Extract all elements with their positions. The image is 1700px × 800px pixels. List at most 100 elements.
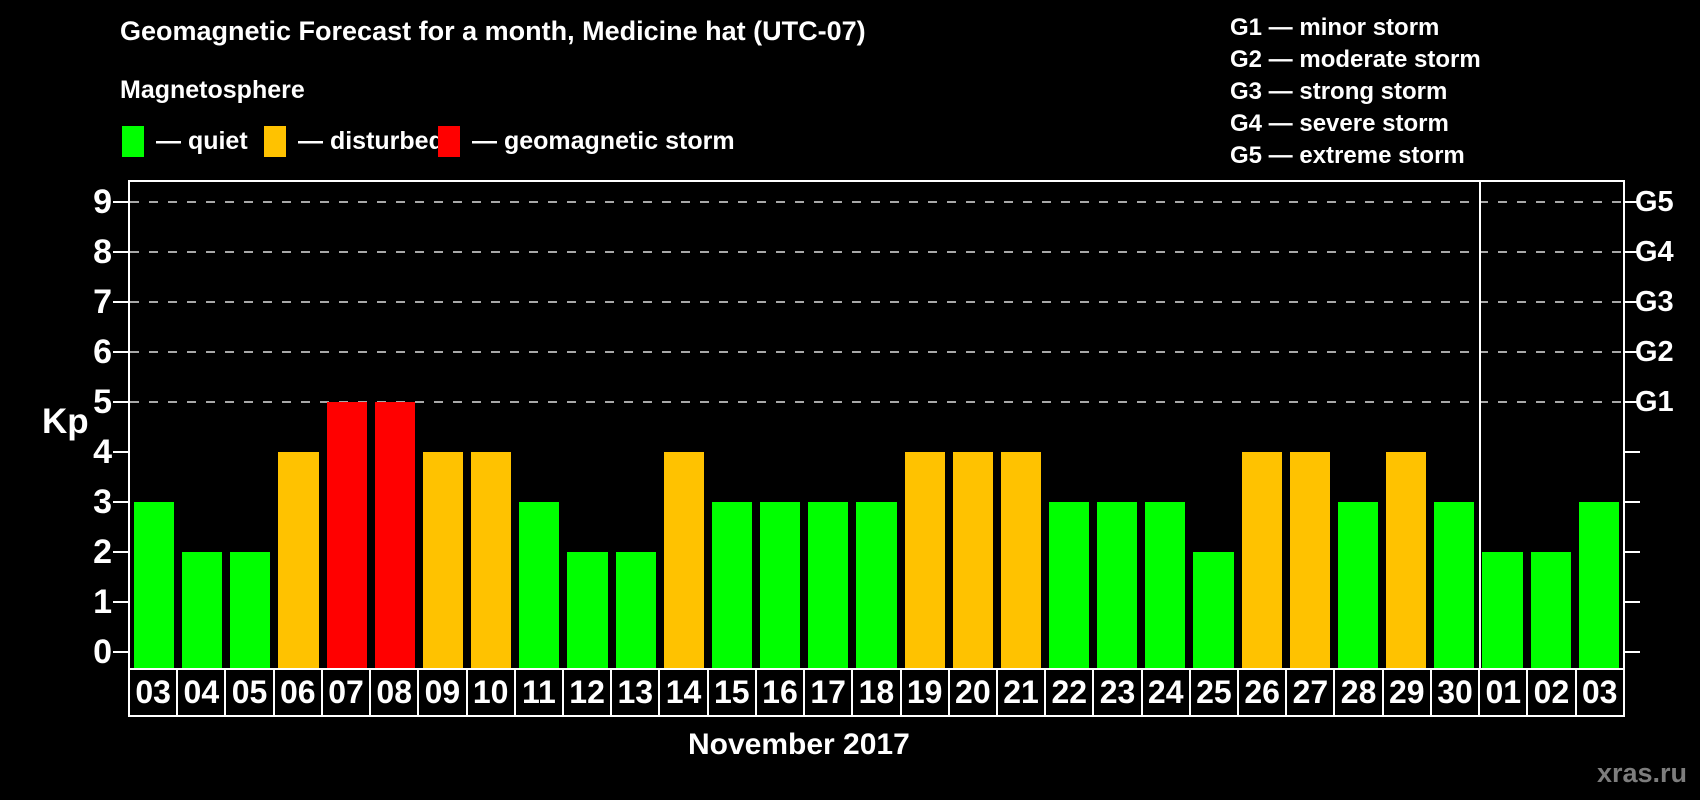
plot-area: 0 1 2 3 4 5 6 7 8 9 G1 G2 G3 G4 G5 xyxy=(93,180,1674,669)
right-tick-1 xyxy=(1625,601,1640,603)
disturbed-color-swatch xyxy=(264,126,286,157)
bar-slot-11 xyxy=(515,182,563,668)
left-tick-9 xyxy=(113,201,128,203)
left-tick-3 xyxy=(113,501,128,503)
month-separator-line xyxy=(1478,182,1481,668)
kp-bar-day-30 xyxy=(1434,502,1475,668)
day-label-29: 29 xyxy=(1381,668,1432,717)
y-tick-label-1: 1 xyxy=(93,583,112,621)
kp-bar-day-16 xyxy=(760,502,801,668)
storm-scale-legend: G1 — minor storm G2 — moderate storm G3 — … xyxy=(1230,12,1481,172)
right-tick-4 xyxy=(1625,451,1640,453)
kp-bar-day-27 xyxy=(1289,452,1330,668)
bar-slot-02 xyxy=(1527,182,1575,668)
day-label-01: 01 xyxy=(1478,668,1529,717)
bar-slot-05 xyxy=(226,182,274,668)
kp-bar-day-07 xyxy=(326,402,367,668)
g-scale-label-G5: G5 xyxy=(1635,186,1674,218)
day-label-17: 17 xyxy=(803,668,854,717)
day-label-22: 22 xyxy=(1044,668,1095,717)
day-label-13: 13 xyxy=(610,668,661,717)
day-label-16: 16 xyxy=(754,668,806,717)
chart-title: Geomagnetic Forecast for a month, Medici… xyxy=(120,16,866,46)
kp-bar-day-28 xyxy=(1337,502,1379,668)
kp-bar-day-03 xyxy=(134,502,175,668)
bar-slot-20 xyxy=(949,182,997,668)
legend-label-storm: — geomagnetic storm xyxy=(472,127,735,155)
bar-slot-13 xyxy=(612,182,660,668)
day-label-18: 18 xyxy=(851,668,902,717)
kp-bar-day-04 xyxy=(182,552,223,668)
storm-legend-line-5: G5 — extreme storm xyxy=(1230,142,1465,169)
bar-slot-07 xyxy=(323,182,371,668)
day-label-07: 07 xyxy=(320,668,372,717)
day-label-28: 28 xyxy=(1333,668,1384,717)
bar-slot-03 xyxy=(1575,182,1623,668)
left-tick-2 xyxy=(113,551,128,553)
watermark: xras.ru xyxy=(1596,758,1687,788)
storm-legend-line-4: G4 — severe storm xyxy=(1230,110,1449,137)
left-tick-4 xyxy=(113,451,128,453)
day-label-30: 30 xyxy=(1429,668,1481,717)
day-label-15: 15 xyxy=(706,668,757,717)
left-tick-5 xyxy=(113,401,128,403)
kp-bar-day-19 xyxy=(904,452,945,668)
magnetosphere-legend: — quiet — disturbed — geomagnetic storm xyxy=(120,126,920,166)
bar-slot-30 xyxy=(1430,182,1478,668)
legend-label-quiet: — quiet xyxy=(156,127,248,155)
day-label-02: 02 xyxy=(1526,668,1577,717)
kp-bar-day-01 xyxy=(1482,552,1523,668)
kp-bar-day-21 xyxy=(1000,452,1041,668)
gridline-kp-8 xyxy=(130,251,1623,253)
x-axis-labels: 03 04 05 06 07 08 09 10 11 12 13 14 15 16 17 18 19 20 21 22… xyxy=(128,668,1625,717)
day-label-21: 21 xyxy=(995,668,1047,717)
left-tick-8 xyxy=(113,251,128,253)
y-tick-label-8: 8 xyxy=(93,233,112,271)
bar-slot-23 xyxy=(1093,182,1141,668)
bar-slot-15 xyxy=(708,182,756,668)
legend-item-quiet: — quiet xyxy=(122,126,248,157)
kp-bar-day-02 xyxy=(1530,552,1571,668)
legend-item-storm: — geomagnetic storm xyxy=(438,126,735,157)
legend-label-disturbed: — disturbed xyxy=(298,127,444,155)
kp-bar-day-25 xyxy=(1193,552,1234,668)
bars-layer xyxy=(130,182,1623,668)
day-label-27: 27 xyxy=(1285,668,1336,717)
storm-legend-line-1: G1 — minor storm xyxy=(1230,14,1440,41)
bar-slot-01 xyxy=(1478,182,1526,668)
y-tick-label-7: 7 xyxy=(93,283,112,321)
day-label-19: 19 xyxy=(899,668,950,717)
bar-slot-28 xyxy=(1334,182,1382,668)
bar-slot-08 xyxy=(371,182,419,668)
left-tick-7 xyxy=(113,301,128,303)
kp-bar-day-03 xyxy=(1578,502,1619,668)
bar-slot-12 xyxy=(563,182,611,668)
y-tick-label-5: 5 xyxy=(93,383,112,421)
bar-slot-03 xyxy=(130,182,178,668)
kp-bar-day-09 xyxy=(422,452,464,668)
g-scale-label-G2: G2 xyxy=(1635,336,1674,368)
right-tick-2 xyxy=(1625,551,1640,553)
gridline-kp-6 xyxy=(130,351,1623,353)
gridline-kp-7 xyxy=(130,301,1623,303)
right-tick-5 xyxy=(1625,401,1640,403)
bar-slot-21 xyxy=(997,182,1045,668)
g-scale-label-G3: G3 xyxy=(1635,286,1674,318)
bar-slot-04 xyxy=(178,182,226,668)
storm-color-swatch xyxy=(438,126,460,157)
kp-bar-day-12 xyxy=(567,552,608,668)
bar-slot-18 xyxy=(852,182,900,668)
left-tick-0 xyxy=(113,651,128,653)
y-tick-label-9: 9 xyxy=(93,183,112,221)
kp-bar-day-24 xyxy=(1145,502,1186,668)
bar-slot-27 xyxy=(1286,182,1334,668)
kp-bar-day-08 xyxy=(374,402,415,668)
day-label-26: 26 xyxy=(1237,668,1288,717)
bar-slot-29 xyxy=(1382,182,1430,668)
day-label-08: 08 xyxy=(369,668,420,717)
day-label-11: 11 xyxy=(513,668,564,717)
right-tick-7 xyxy=(1625,301,1640,303)
magnetosphere-label: Magnetosphere xyxy=(120,76,305,104)
day-label-20: 20 xyxy=(947,668,998,717)
bar-slot-10 xyxy=(467,182,515,668)
